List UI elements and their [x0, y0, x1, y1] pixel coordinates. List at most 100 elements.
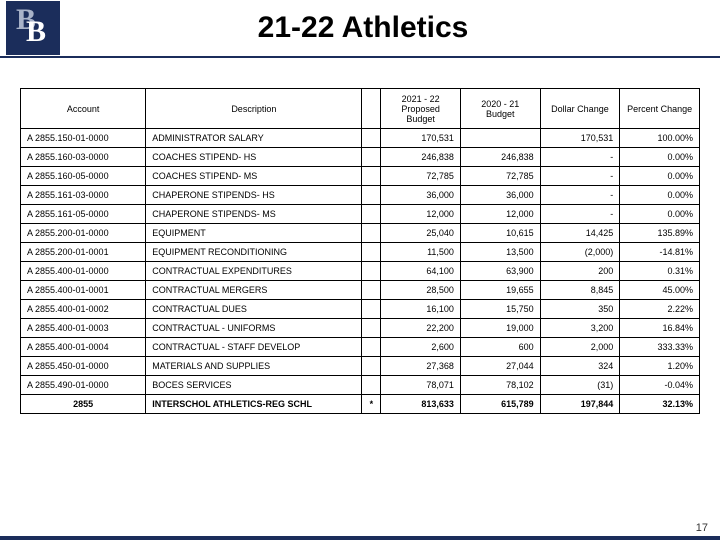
cell-prior: 19,000 — [460, 319, 540, 338]
col-percent: Percent Change — [620, 89, 700, 129]
cell-description: ADMINISTRATOR SALARY — [146, 129, 362, 148]
cell-star — [362, 262, 381, 281]
cell-description: CONTRACTUAL DUES — [146, 300, 362, 319]
cell-proposed: 246,838 — [381, 148, 461, 167]
logo-letter-2: B — [26, 15, 46, 49]
cell-star — [362, 376, 381, 395]
cell-proposed: 36,000 — [381, 186, 461, 205]
cell-dollar: - — [540, 186, 620, 205]
cell-percent: 1.20% — [620, 357, 700, 376]
cell-account: A 2855.400-01-0004 — [21, 338, 146, 357]
cell-proposed: 12,000 — [381, 205, 461, 224]
total-percent: 32.13% — [620, 395, 700, 414]
cell-percent: -14.81% — [620, 243, 700, 262]
cell-account: A 2855.400-01-0003 — [21, 319, 146, 338]
col-star — [362, 89, 381, 129]
table-wrap: Account Description 2021 - 22 Proposed B… — [0, 58, 720, 414]
table-row: A 2855.200-01-0000EQUIPMENT25,04010,6151… — [21, 224, 700, 243]
cell-account: A 2855.161-05-0000 — [21, 205, 146, 224]
cell-account: A 2855.160-03-0000 — [21, 148, 146, 167]
cell-account: A 2855.490-01-0000 — [21, 376, 146, 395]
cell-proposed: 64,100 — [381, 262, 461, 281]
table-row: A 2855.490-01-0000BOCES SERVICES78,07178… — [21, 376, 700, 395]
cell-description: EQUIPMENT — [146, 224, 362, 243]
cell-description: CHAPERONE STIPENDS- MS — [146, 205, 362, 224]
cell-percent: 333.33% — [620, 338, 700, 357]
logo: B B — [6, 1, 60, 55]
cell-percent: 0.00% — [620, 148, 700, 167]
total-proposed: 813,633 — [381, 395, 461, 414]
cell-dollar: (31) — [540, 376, 620, 395]
table-row: A 2855.400-01-0002CONTRACTUAL DUES16,100… — [21, 300, 700, 319]
cell-percent: 0.00% — [620, 205, 700, 224]
cell-percent: 16.84% — [620, 319, 700, 338]
cell-star — [362, 243, 381, 262]
table-row: A 2855.160-05-0000COACHES STIPEND- MS72,… — [21, 167, 700, 186]
col-description: Description — [146, 89, 362, 129]
cell-account: A 2855.400-01-0002 — [21, 300, 146, 319]
cell-dollar: (2,000) — [540, 243, 620, 262]
cell-description: CONTRACTUAL - UNIFORMS — [146, 319, 362, 338]
cell-proposed: 2,600 — [381, 338, 461, 357]
cell-percent: 0.00% — [620, 186, 700, 205]
total-star: * — [362, 395, 381, 414]
cell-percent: 100.00% — [620, 129, 700, 148]
cell-percent: 2.22% — [620, 300, 700, 319]
cell-dollar: - — [540, 148, 620, 167]
page-title: 21-22 Athletics — [60, 11, 720, 45]
cell-star — [362, 205, 381, 224]
total-description: INTERSCHOL ATHLETICS-REG SCHL — [146, 395, 362, 414]
cell-prior: 12,000 — [460, 205, 540, 224]
cell-account: A 2855.400-01-0001 — [21, 281, 146, 300]
table-row: A 2855.400-01-0004CONTRACTUAL - STAFF DE… — [21, 338, 700, 357]
cell-prior: 63,900 — [460, 262, 540, 281]
cell-dollar: 324 — [540, 357, 620, 376]
cell-dollar: - — [540, 205, 620, 224]
table-row: A 2855.160-03-0000COACHES STIPEND- HS 246… — [21, 148, 700, 167]
table-row: A 2855.161-05-0000CHAPERONE STIPENDS- MS… — [21, 205, 700, 224]
cell-proposed: 22,200 — [381, 319, 461, 338]
cell-account: A 2855.150-01-0000 — [21, 129, 146, 148]
table-row: A 2855.450-01-0000MATERIALS AND SUPPLIES… — [21, 357, 700, 376]
total-account: 2855 — [21, 395, 146, 414]
cell-percent: 0.00% — [620, 167, 700, 186]
cell-dollar: 8,845 — [540, 281, 620, 300]
budget-table: Account Description 2021 - 22 Proposed B… — [20, 88, 700, 414]
cell-description: COACHES STIPEND- HS — [146, 148, 362, 167]
cell-proposed: 25,040 — [381, 224, 461, 243]
cell-prior: 27,044 — [460, 357, 540, 376]
cell-star — [362, 338, 381, 357]
cell-percent: 45.00% — [620, 281, 700, 300]
cell-dollar: - — [540, 167, 620, 186]
page-number: 17 — [696, 522, 708, 534]
cell-description: BOCES SERVICES — [146, 376, 362, 395]
cell-dollar: 350 — [540, 300, 620, 319]
cell-account: A 2855.450-01-0000 — [21, 357, 146, 376]
cell-prior: 72,785 — [460, 167, 540, 186]
cell-star — [362, 300, 381, 319]
cell-description: CONTRACTUAL MERGERS — [146, 281, 362, 300]
cell-description: CONTRACTUAL - STAFF DEVELOP — [146, 338, 362, 357]
cell-proposed: 72,785 — [381, 167, 461, 186]
cell-description: EQUIPMENT RECONDITIONING — [146, 243, 362, 262]
cell-prior: 246,838 — [460, 148, 540, 167]
cell-account: A 2855.400-01-0000 — [21, 262, 146, 281]
table-row: A 2855.200-01-0001EQUIPMENT RECONDITIONI… — [21, 243, 700, 262]
cell-account: A 2855.200-01-0001 — [21, 243, 146, 262]
cell-prior: 36,000 — [460, 186, 540, 205]
table-row: A 2855.400-01-0001CONTRACTUAL MERGERS28,… — [21, 281, 700, 300]
header-bar: B B 21-22 Athletics — [0, 0, 720, 58]
cell-prior — [460, 129, 540, 148]
col-account: Account — [21, 89, 146, 129]
cell-dollar: 14,425 — [540, 224, 620, 243]
cell-prior: 13,500 — [460, 243, 540, 262]
total-prior: 615,789 — [460, 395, 540, 414]
cell-star — [362, 357, 381, 376]
table-total-row: 2855INTERSCHOL ATHLETICS-REG SCHL*813,63… — [21, 395, 700, 414]
cell-account: A 2855.161-03-0000 — [21, 186, 146, 205]
cell-account: A 2855.200-01-0000 — [21, 224, 146, 243]
cell-dollar: 2,000 — [540, 338, 620, 357]
cell-star — [362, 186, 381, 205]
cell-proposed: 27,368 — [381, 357, 461, 376]
cell-star — [362, 224, 381, 243]
